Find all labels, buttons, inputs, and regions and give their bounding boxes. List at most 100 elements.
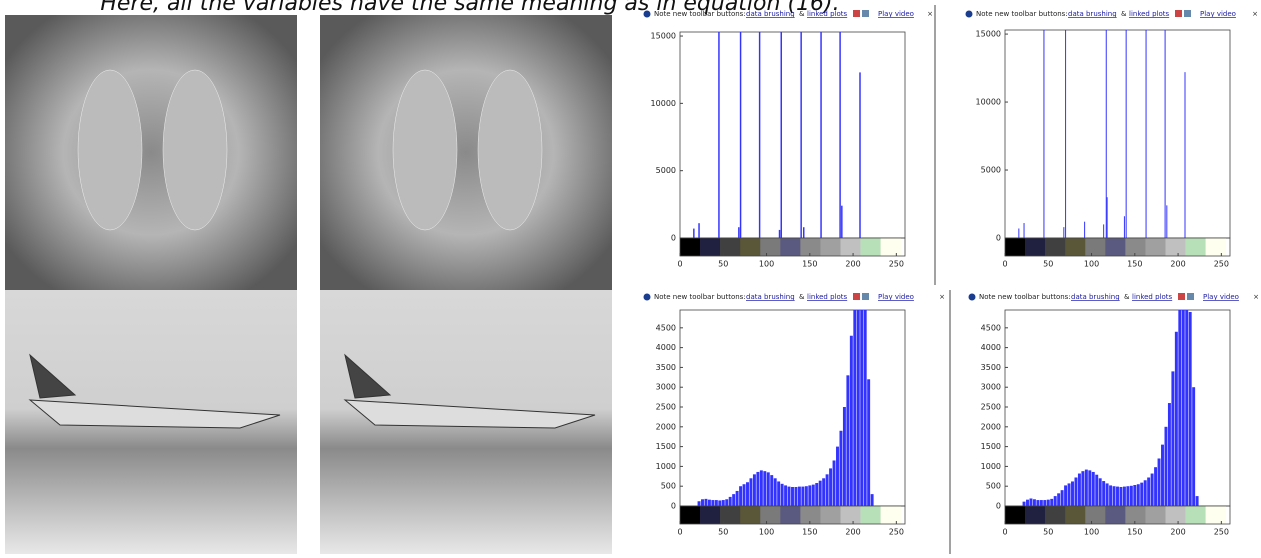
bar — [1175, 332, 1178, 506]
bar — [1063, 227, 1064, 238]
x-tick-label: 100 — [759, 260, 774, 269]
y-tick-label: 3000 — [656, 383, 676, 392]
bar — [1126, 20, 1127, 238]
toolbar-text: & — [799, 293, 805, 301]
bar — [836, 447, 839, 506]
y-tick-label: 4500 — [656, 323, 676, 332]
bar — [1137, 484, 1140, 506]
toolbar-link[interactable]: data brushing — [746, 10, 795, 18]
colorbar-cell — [1186, 238, 1206, 256]
histogram: Note new toolbar buttons:data brushing&l… — [969, 280, 1259, 536]
toolbar-link[interactable]: linked plots — [1129, 10, 1170, 18]
colorbar-cell — [740, 238, 760, 256]
bar — [1029, 498, 1032, 506]
brush-icon[interactable] — [1175, 10, 1182, 17]
bar — [805, 486, 808, 506]
y-tick-label: 500 — [661, 482, 676, 491]
colorbar-cell — [1145, 238, 1165, 256]
colorbar-cell — [1125, 506, 1145, 524]
bar — [808, 485, 811, 506]
plot-area — [680, 32, 905, 238]
colorbar-cell — [1005, 506, 1025, 524]
bar — [1119, 487, 1122, 506]
x-tick-label: 150 — [802, 260, 817, 269]
bar — [1092, 472, 1095, 506]
y-tick-label: 1500 — [656, 442, 676, 451]
bar — [1158, 458, 1161, 506]
bar — [801, 487, 804, 506]
bar — [767, 472, 770, 506]
toolbar-link[interactable]: linked plots — [1132, 293, 1173, 301]
colorbar-cell — [820, 238, 840, 256]
bar — [1140, 483, 1143, 506]
info-icon — [966, 11, 973, 18]
bar — [1168, 403, 1171, 506]
bar — [1081, 471, 1084, 506]
bar — [850, 336, 853, 506]
bar — [777, 481, 780, 506]
bar — [1040, 500, 1043, 506]
bar — [820, 23, 821, 238]
bar — [1050, 499, 1053, 506]
x-tick-label: 250 — [889, 260, 904, 269]
bar — [829, 468, 832, 506]
bar — [1154, 467, 1157, 506]
histogram: Note new toolbar buttons:data brushing&l… — [644, 284, 945, 536]
bar — [1106, 483, 1109, 506]
brush-icon[interactable] — [853, 10, 860, 17]
bar — [1043, 500, 1046, 506]
bar — [756, 472, 759, 506]
colorbar-cell — [1206, 506, 1226, 524]
colorbar-cell — [840, 238, 860, 256]
image-panels — [5, 15, 612, 554]
bar — [763, 471, 766, 506]
close-button[interactable]: × — [1252, 10, 1258, 18]
y-tick-label: 0 — [671, 502, 676, 511]
link-icon[interactable] — [1184, 10, 1191, 17]
bar — [803, 227, 804, 238]
close-button[interactable]: × — [1253, 293, 1259, 301]
toolbar-link[interactable]: data brushing — [1071, 293, 1120, 301]
link-icon[interactable] — [1187, 293, 1194, 300]
bar — [1116, 487, 1119, 506]
bar — [1151, 474, 1154, 506]
toolbar-link[interactable]: linked plots — [807, 293, 848, 301]
bar — [1146, 20, 1147, 238]
bar — [826, 474, 829, 506]
bar — [1085, 470, 1088, 506]
bar — [1026, 500, 1029, 506]
bar — [833, 460, 836, 506]
toolbar-link[interactable]: Play video — [878, 293, 914, 301]
close-button[interactable]: × — [927, 10, 933, 18]
bar — [1088, 470, 1091, 506]
toolbar-link[interactable]: Play video — [1200, 10, 1236, 18]
bar — [1057, 493, 1060, 506]
bar — [722, 500, 725, 506]
colorbar-cell — [1065, 506, 1085, 524]
bar — [860, 288, 863, 506]
bar — [753, 474, 756, 506]
link-icon[interactable] — [862, 10, 869, 17]
bar — [788, 487, 791, 506]
bar — [1084, 222, 1085, 238]
x-tick-label: 0 — [1002, 260, 1007, 269]
brush-icon[interactable] — [853, 293, 860, 300]
toolbar-link[interactable]: Play video — [1203, 293, 1239, 301]
toolbar-link[interactable]: linked plots — [807, 10, 848, 18]
y-tick-label: 500 — [986, 482, 1001, 491]
y-tick-label: 5000 — [656, 166, 676, 175]
bar — [857, 284, 860, 506]
bar — [839, 23, 840, 238]
bar — [784, 485, 787, 506]
toolbar-link[interactable]: Play video — [878, 10, 914, 18]
toolbar-link[interactable]: data brushing — [746, 293, 795, 301]
toolbar-text: & — [1124, 293, 1130, 301]
colorbar-cell — [680, 506, 700, 524]
brush-icon[interactable] — [1178, 293, 1185, 300]
colorbar-cell — [780, 238, 800, 256]
bar — [749, 478, 752, 506]
x-tick-label: 200 — [1170, 260, 1185, 269]
toolbar-link[interactable]: data brushing — [1068, 10, 1117, 18]
close-button[interactable]: × — [939, 293, 945, 301]
link-icon[interactable] — [862, 293, 869, 300]
